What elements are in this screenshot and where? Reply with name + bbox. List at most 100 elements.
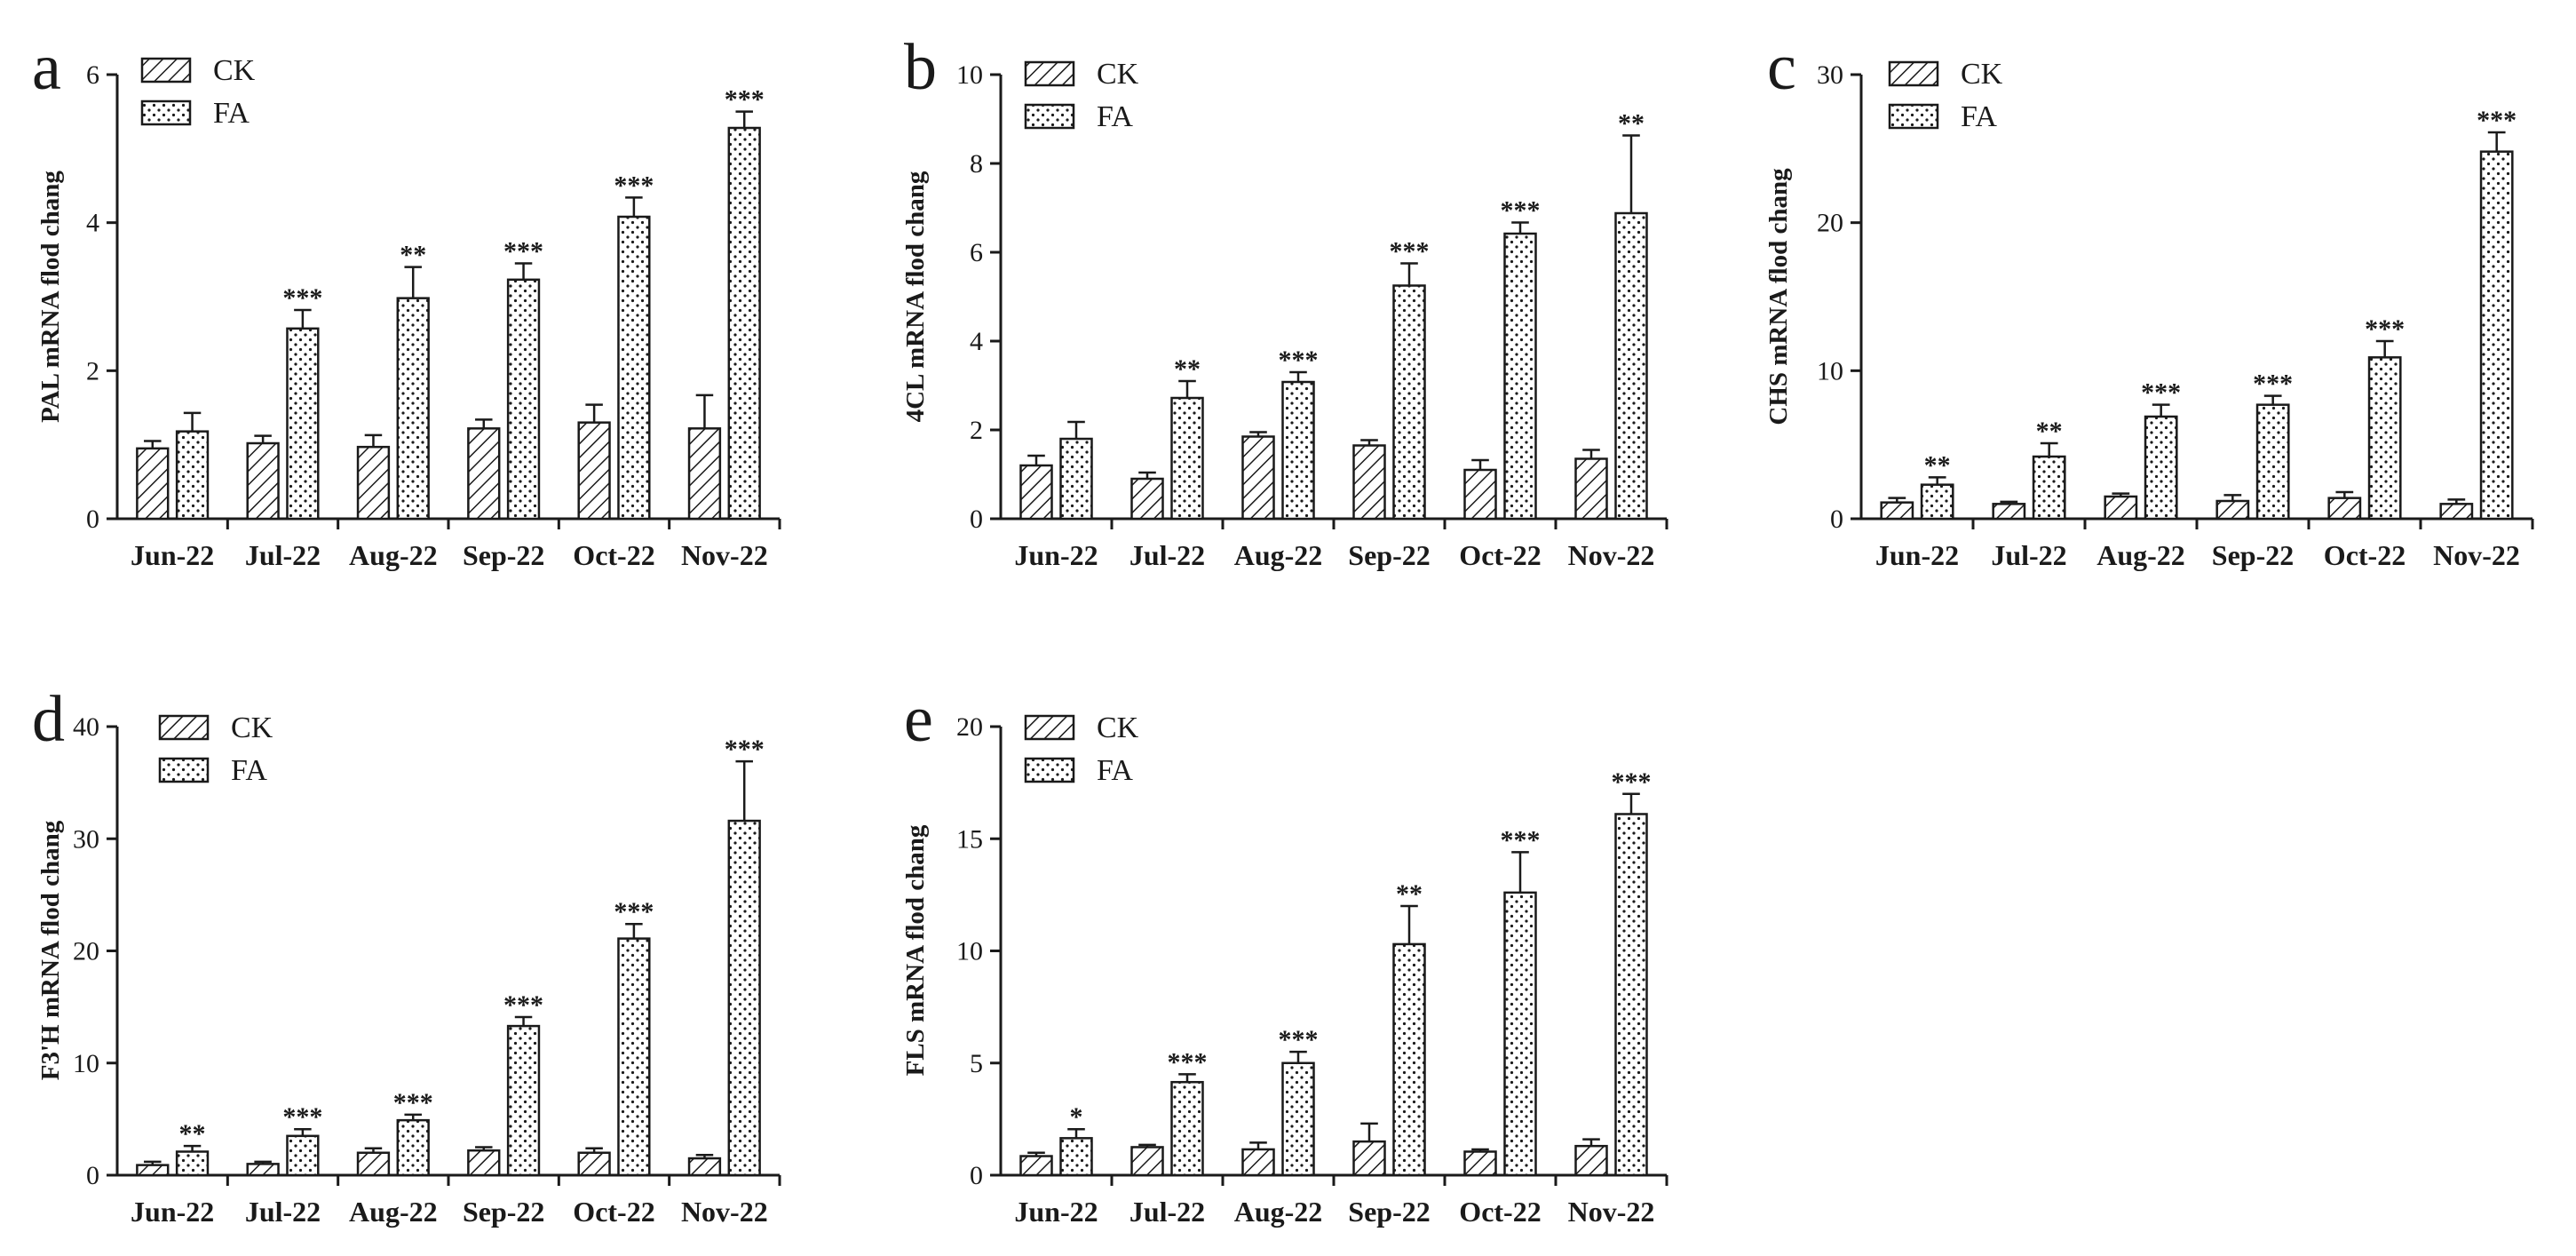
significance-label: ***	[1612, 767, 1652, 797]
x-tick-label: Oct-22	[1459, 539, 1541, 571]
y-tick-label: 5	[970, 1049, 983, 1078]
bar-fa	[727, 819, 761, 1177]
x-tick-label: Sep-22	[1348, 1196, 1430, 1228]
bar-ck	[577, 421, 611, 521]
significance-label: ***	[503, 990, 543, 1020]
bar-ck	[467, 427, 501, 521]
significance-label: **	[179, 1119, 206, 1149]
bar-fa	[1059, 1137, 1093, 1177]
x-tick-label: Jun-22	[131, 1196, 214, 1228]
legend-label-fa: FA	[213, 97, 250, 130]
y-tick-label: 20	[956, 712, 983, 742]
bar-fa	[1392, 284, 1426, 521]
bar-fa	[2479, 150, 2514, 521]
y-tick-label: 4	[970, 327, 983, 356]
x-tick-label: Jun-22	[131, 539, 214, 571]
legend: CK FA	[1024, 58, 1139, 133]
legend-swatch-fa	[1888, 103, 1939, 130]
significance-label: ***	[1390, 237, 1430, 266]
legend: CK FA	[140, 54, 256, 130]
y-tick-label: 0	[1830, 505, 1843, 534]
bar-fa	[617, 937, 651, 1177]
bar-fa	[1281, 380, 1315, 521]
significance-label: ***	[614, 171, 654, 200]
x-tick-label: Jul-22	[1129, 1196, 1205, 1228]
panel-letter: e	[904, 683, 933, 756]
y-tick-label: 2	[970, 416, 983, 445]
x-tick-label: Jun-22	[1014, 1196, 1098, 1228]
bar-ck	[687, 427, 722, 521]
x-tick-label: Sep-22	[463, 539, 544, 571]
y-tick-label: 0	[86, 505, 99, 534]
legend-swatch-ck	[158, 714, 210, 741]
y-tick-label: 0	[970, 505, 983, 534]
legend: CK FA	[1024, 711, 1139, 787]
legend-swatch-ck	[1888, 60, 1939, 87]
x-tick-label: Jul-22	[1129, 539, 1205, 571]
bar-fa	[1920, 483, 1954, 521]
bar-fa	[1170, 396, 1204, 521]
bar-ck	[2104, 495, 2138, 521]
x-tick-label: Oct-22	[2324, 539, 2406, 571]
y-tick-label: 20	[73, 937, 99, 966]
significance-label: **	[1924, 450, 1951, 480]
bar-fa	[1281, 1061, 1315, 1177]
legend-label-ck: CK	[1097, 58, 1139, 91]
significance-label: **	[400, 241, 426, 270]
chart-panel-c: c CHS mRNA flod chang 0 10 20 30 Jun-22 ** Jul-2…	[1764, 31, 2534, 571]
x-tick-label: Aug-22	[2096, 539, 2185, 571]
panel-letter: d	[32, 683, 65, 756]
y-axis-title: CHS mRNA flod chang	[1764, 168, 1793, 425]
y-tick-label: 2	[86, 356, 99, 386]
significance-label: **	[2036, 417, 2063, 446]
bar-fa	[506, 1024, 541, 1177]
bar-fa	[175, 1150, 210, 1177]
x-tick-label: Nov-22	[2433, 539, 2520, 571]
bar-fa	[2032, 455, 2066, 521]
y-axis-title: FLS mRNA flod chang	[901, 824, 930, 1076]
x-tick-label: Jul-22	[245, 1196, 321, 1228]
y-tick-label: 0	[970, 1161, 983, 1190]
legend-label-fa: FA	[1097, 754, 1133, 787]
y-tick-label: 15	[956, 824, 983, 854]
legend-swatch-fa	[158, 757, 210, 783]
chart-panel-a: a PAL mRNA flod chang 0 2 4 6 Jun-22 Jul-22 *** A…	[32, 31, 781, 571]
significance-label: ***	[1279, 346, 1319, 375]
bar-ck	[2327, 497, 2362, 521]
y-axis-title: F3'H mRNA flod chang	[36, 820, 65, 1080]
bar-ck	[2215, 499, 2250, 521]
bar-ck	[577, 1151, 611, 1177]
bar-fa	[1614, 211, 1648, 521]
y-tick-label: 10	[956, 937, 983, 966]
significance-label: ***	[1501, 825, 1541, 855]
y-tick-label: 10	[956, 60, 983, 90]
y-tick-label: 40	[73, 712, 99, 742]
y-tick-label: 4	[86, 209, 99, 238]
bar-fa	[506, 278, 541, 521]
legend-label-fa: FA	[1961, 100, 1997, 133]
x-tick-label: Nov-22	[681, 539, 768, 571]
x-tick-label: Aug-22	[1234, 539, 1323, 571]
significance-label: ***	[1279, 1025, 1319, 1054]
panel-letter: c	[1767, 31, 1796, 104]
legend-swatch-fa	[140, 99, 192, 126]
chart-panel-d: d F3'H mRNA flod chang 0 10 20 30 40 Jun-22 ** Ju…	[32, 683, 781, 1228]
bar-fa	[2144, 415, 2178, 521]
legend-swatch-ck	[1024, 60, 1075, 87]
bar-ck	[356, 445, 391, 521]
bar-ck	[136, 447, 170, 521]
y-tick-label: 6	[86, 60, 99, 90]
legend-swatch-ck	[140, 57, 192, 83]
y-tick-label: 20	[1817, 209, 1843, 238]
x-tick-label: Jun-22	[1875, 539, 1959, 571]
bar-fa	[286, 1134, 320, 1177]
significance-label: *	[1070, 1102, 1083, 1132]
significance-label: ***	[725, 85, 765, 115]
bar-ck	[1463, 1150, 1497, 1177]
bar-fa	[2367, 356, 2402, 521]
x-tick-label: Sep-22	[463, 1196, 544, 1228]
bar-fa	[617, 215, 651, 521]
y-tick-label: 6	[970, 238, 983, 267]
y-axis-title: 4CL mRNA flod chang	[901, 171, 930, 422]
